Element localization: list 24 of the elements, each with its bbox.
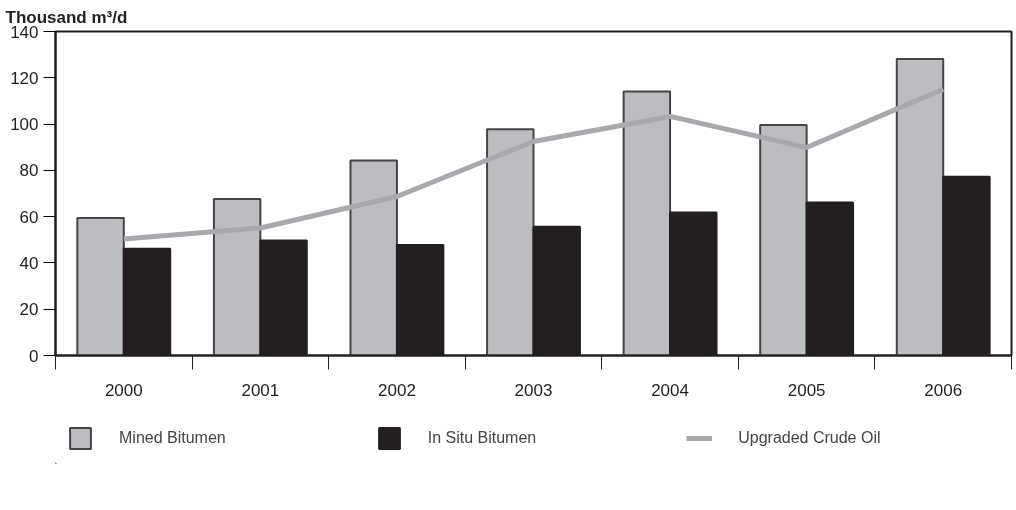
y-tick-label: 20 [19,300,39,320]
legend-label: Mined Bitumen [119,429,226,447]
y-tick-label: 60 [19,207,39,227]
x-tick-label: 2004 [651,380,689,400]
y-tick-label: 80 [19,161,39,181]
y-tick-label: 100 [10,115,39,135]
x-tick-label: 2000 [104,380,143,400]
bar [622,90,672,356]
y-tick-label: 0 [29,346,39,366]
bar [486,128,535,356]
bar [212,198,262,356]
bar [759,124,808,356]
legend-label: Upgraded Crude Oil [738,429,881,447]
y-tick-label: 120 [10,68,39,88]
bar [349,159,398,356]
x-tick-label: 2002 [378,380,416,400]
bar [76,217,125,356]
x-tick-label: 2006 [924,380,963,400]
y-tick-label: 40 [19,253,39,273]
x-tick-label: 2003 [514,380,553,400]
x-tick-label: 2005 [787,380,826,400]
legend-label: In Situ Bitumen [427,429,537,447]
x-tick-label: 2001 [241,380,280,400]
bar [895,58,945,356]
